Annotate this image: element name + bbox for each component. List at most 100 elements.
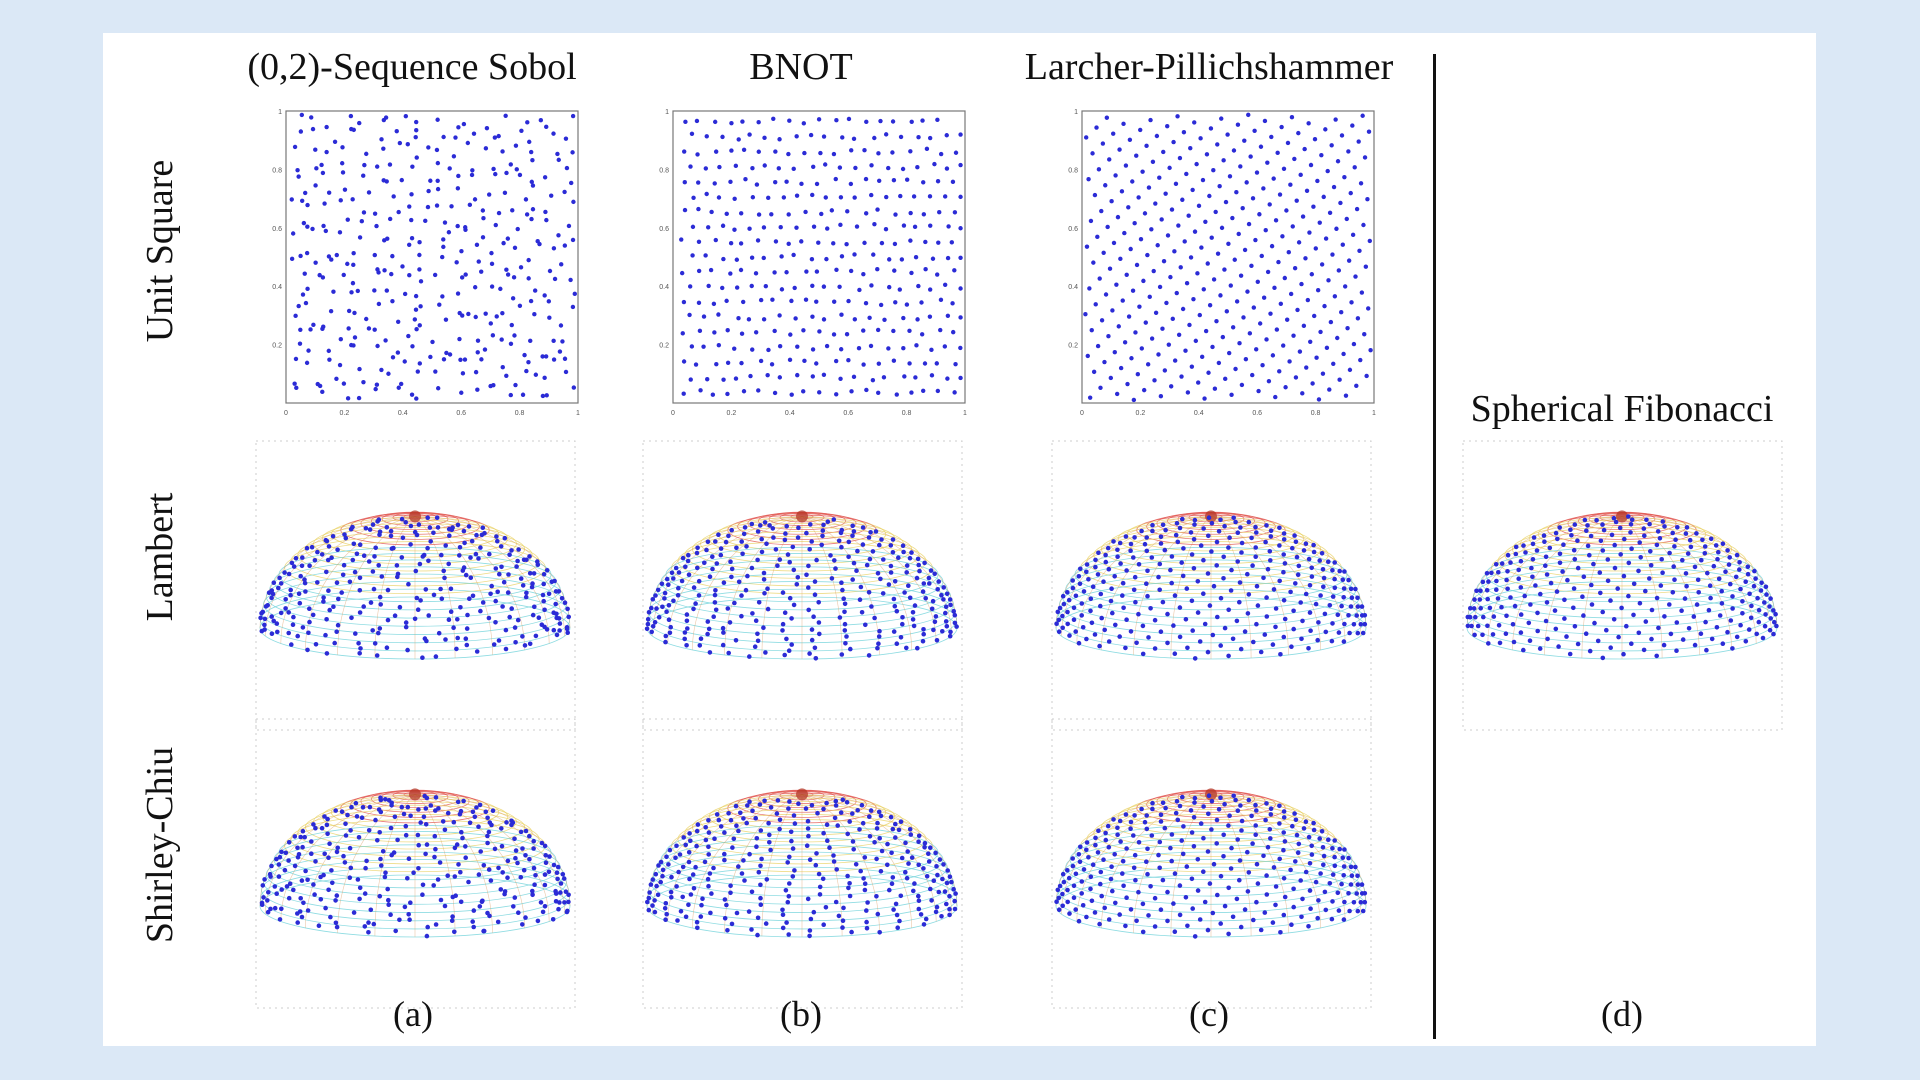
mesh-meridian bbox=[265, 794, 416, 915]
sample-point bbox=[733, 163, 739, 169]
sample-point bbox=[289, 560, 295, 566]
sample-point bbox=[329, 257, 334, 262]
sample-point bbox=[417, 323, 422, 328]
sample-point bbox=[824, 256, 829, 262]
sample-point bbox=[1070, 856, 1075, 861]
sample-point bbox=[907, 555, 913, 561]
sample-point bbox=[1273, 394, 1278, 400]
sample-point bbox=[321, 223, 326, 229]
sample-point bbox=[937, 210, 942, 215]
sample-point bbox=[337, 230, 343, 235]
sample-point bbox=[807, 928, 813, 933]
sample-point bbox=[1268, 528, 1274, 533]
sample-point bbox=[1118, 365, 1124, 371]
sample-point bbox=[377, 626, 383, 631]
sample-point bbox=[1233, 519, 1238, 525]
sample-point bbox=[1358, 900, 1364, 905]
sample-point bbox=[698, 388, 703, 393]
dome-pole bbox=[409, 510, 421, 523]
sample-point bbox=[1711, 563, 1717, 569]
sample-point bbox=[1649, 607, 1655, 613]
sample-point bbox=[759, 856, 764, 862]
sample-point bbox=[1207, 303, 1213, 308]
sample-point bbox=[739, 613, 744, 619]
sample-point bbox=[1648, 549, 1653, 554]
sample-point bbox=[1572, 624, 1578, 629]
sample-point bbox=[1518, 630, 1524, 635]
sample-point bbox=[461, 528, 467, 534]
sample-point bbox=[734, 257, 740, 262]
y-tick-label: 0.4 bbox=[659, 284, 669, 291]
sample-point bbox=[1302, 146, 1307, 152]
sample-point bbox=[1307, 610, 1313, 615]
sample-point bbox=[1353, 586, 1358, 592]
sample-point bbox=[485, 815, 490, 821]
sample-point bbox=[300, 555, 305, 560]
sample-point bbox=[564, 909, 570, 915]
sample-point bbox=[869, 604, 874, 609]
sample-point bbox=[814, 299, 819, 304]
sample-point bbox=[763, 921, 769, 926]
sample-point bbox=[917, 568, 922, 574]
sample-point bbox=[682, 630, 688, 635]
sample-point bbox=[1362, 891, 1368, 896]
sample-point bbox=[426, 145, 431, 150]
sample-point bbox=[736, 579, 742, 585]
sample-point bbox=[542, 882, 548, 888]
sample-point bbox=[1337, 377, 1342, 382]
sample-point bbox=[839, 312, 844, 317]
sample-point bbox=[342, 532, 347, 537]
sample-point bbox=[767, 840, 772, 845]
sample-point bbox=[1622, 536, 1627, 542]
sample-point bbox=[1081, 867, 1087, 872]
sample-point bbox=[1180, 851, 1186, 857]
sample-point bbox=[328, 914, 333, 920]
sample-point bbox=[1581, 613, 1586, 618]
sample-point bbox=[1636, 630, 1642, 636]
sample-point bbox=[1203, 328, 1209, 334]
sample-point bbox=[1237, 877, 1242, 883]
sample-point bbox=[952, 620, 958, 626]
sample-point bbox=[571, 199, 576, 205]
sample-point bbox=[1253, 524, 1258, 530]
sample-point bbox=[833, 566, 838, 571]
sample-point bbox=[807, 857, 813, 862]
sample-point bbox=[754, 836, 760, 841]
sample-point bbox=[831, 299, 837, 304]
sample-point bbox=[1103, 830, 1108, 836]
dome-panel-fibonacci bbox=[1460, 438, 1785, 733]
sample-point bbox=[304, 545, 310, 551]
sample-point bbox=[872, 135, 877, 141]
row-label-lambert: Lambert bbox=[139, 492, 181, 622]
sample-point bbox=[1136, 611, 1141, 617]
sample-point bbox=[539, 840, 545, 846]
sample-point bbox=[1201, 287, 1206, 292]
sample-point bbox=[432, 854, 437, 860]
sample-point bbox=[821, 522, 826, 528]
sample-point bbox=[868, 343, 874, 349]
sample-point bbox=[519, 128, 524, 133]
sample-point bbox=[1126, 205, 1131, 210]
sample-point bbox=[1065, 609, 1070, 615]
sample-point bbox=[466, 879, 471, 885]
sample-point bbox=[738, 241, 744, 246]
sample-point bbox=[808, 522, 813, 527]
x-tick-label: 0.2 bbox=[727, 410, 737, 417]
sample-point bbox=[1132, 535, 1137, 540]
sample-point bbox=[1132, 813, 1137, 818]
sample-point bbox=[862, 855, 868, 860]
sample-point bbox=[1132, 574, 1138, 580]
sample-point bbox=[926, 859, 932, 864]
sample-point bbox=[807, 933, 812, 939]
sample-point bbox=[509, 548, 514, 553]
sample-point bbox=[1631, 612, 1636, 618]
sample-point bbox=[1169, 207, 1175, 212]
sample-point bbox=[522, 643, 528, 648]
sample-point bbox=[1115, 554, 1120, 559]
sample-point bbox=[1192, 120, 1197, 125]
sample-point bbox=[1359, 604, 1365, 609]
sample-point bbox=[1530, 574, 1535, 580]
sample-point bbox=[372, 641, 378, 646]
sample-point bbox=[315, 381, 320, 387]
sample-point bbox=[1228, 588, 1234, 593]
